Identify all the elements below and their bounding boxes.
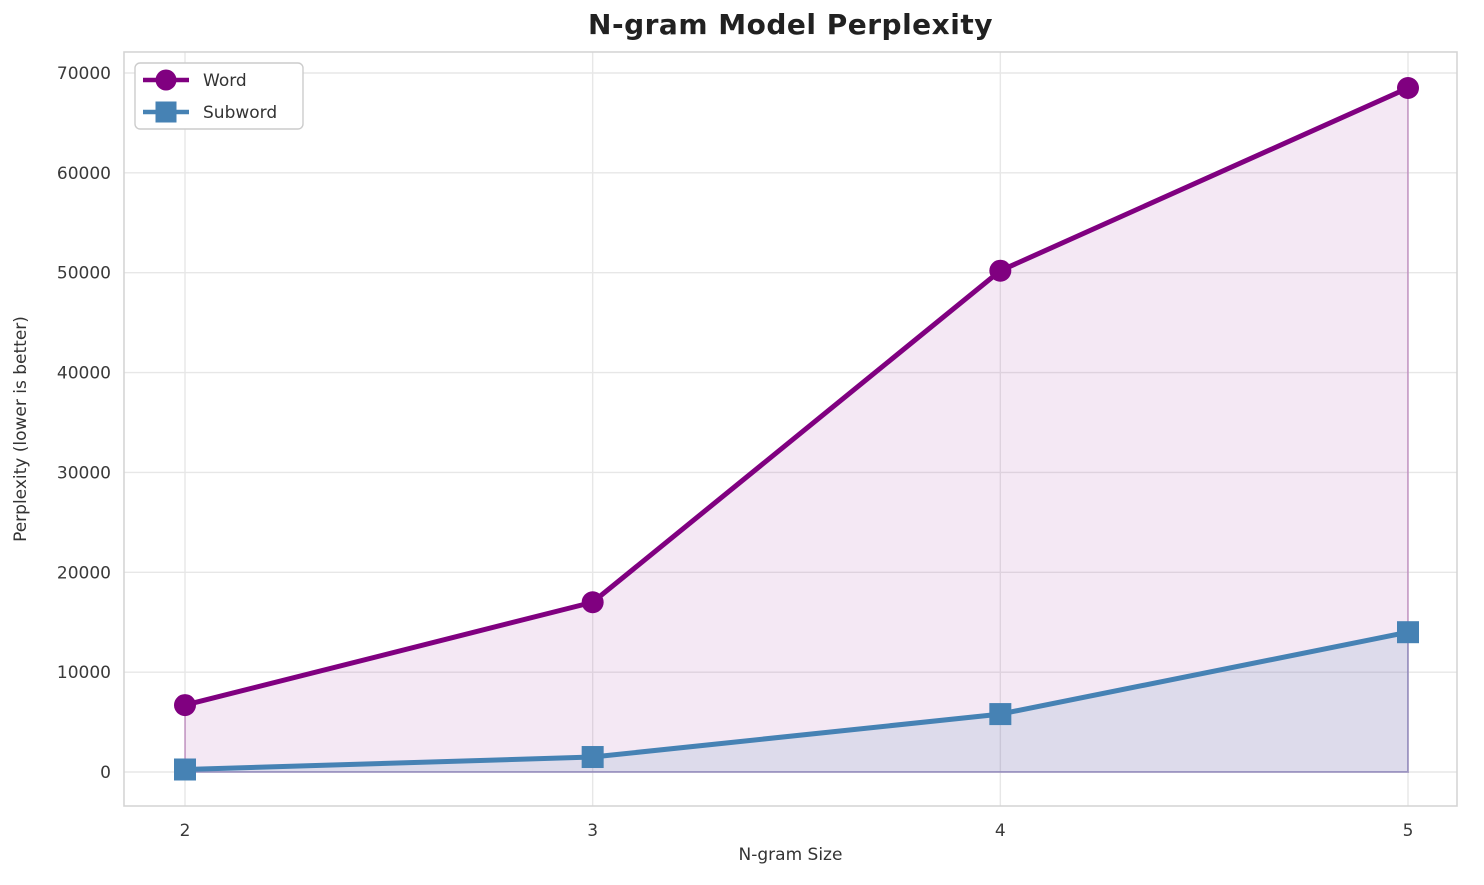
subword-data-point-marker (1397, 621, 1419, 644)
legend-label: Word (203, 71, 247, 91)
plot-border (123, 51, 1458, 807)
word-data-point-marker (989, 259, 1012, 282)
y-tick-label: 10000 (57, 663, 111, 683)
subword-data-point-marker (989, 703, 1012, 726)
word-line (182, 85, 1411, 708)
y-axis-label: Perplexity (lower is better) (11, 316, 31, 542)
gridlines (124, 52, 1457, 806)
x-tick-label: 3 (587, 821, 598, 841)
y-axis-tick-labels: 0 10000 20000 30000 40000 50000 60000 70000 (57, 64, 111, 783)
x-tick-label: 4 (995, 821, 1006, 841)
legend-label: Subword (203, 103, 277, 123)
legend-item-subword: Subword (143, 101, 277, 123)
x-axis-tick-labels: 2 3 4 5 (180, 821, 1414, 841)
x-tick-label: 2 (180, 821, 191, 841)
y-tick-label: 0 (100, 763, 111, 783)
subword-data-point-marker (581, 746, 604, 769)
word-legend-marker-icon (155, 69, 177, 91)
legend-item-word: Word (143, 69, 247, 91)
y-tick-label: 70000 (57, 64, 111, 84)
subword-line (182, 629, 1411, 773)
y-tick-label: 30000 (57, 463, 111, 483)
word-data-point-marker (174, 694, 196, 717)
x-tick-label: 5 (1403, 821, 1414, 841)
subword-data-point-marker (174, 758, 196, 781)
chart-title: N-gram Model Perplexity (588, 8, 993, 41)
y-tick-label: 60000 (57, 164, 111, 184)
subword-markers (174, 621, 1419, 781)
subword-legend-marker-icon (155, 101, 177, 123)
x-axis-label: N-gram Size (738, 845, 843, 865)
y-tick-label: 40000 (57, 364, 111, 384)
word-markers (174, 76, 1419, 717)
word-data-point-marker (1397, 76, 1419, 99)
legend: Word Subword (134, 62, 304, 130)
y-tick-label: 50000 (57, 264, 111, 284)
word-data-point-marker (581, 591, 604, 614)
y-tick-label: 20000 (57, 563, 111, 583)
